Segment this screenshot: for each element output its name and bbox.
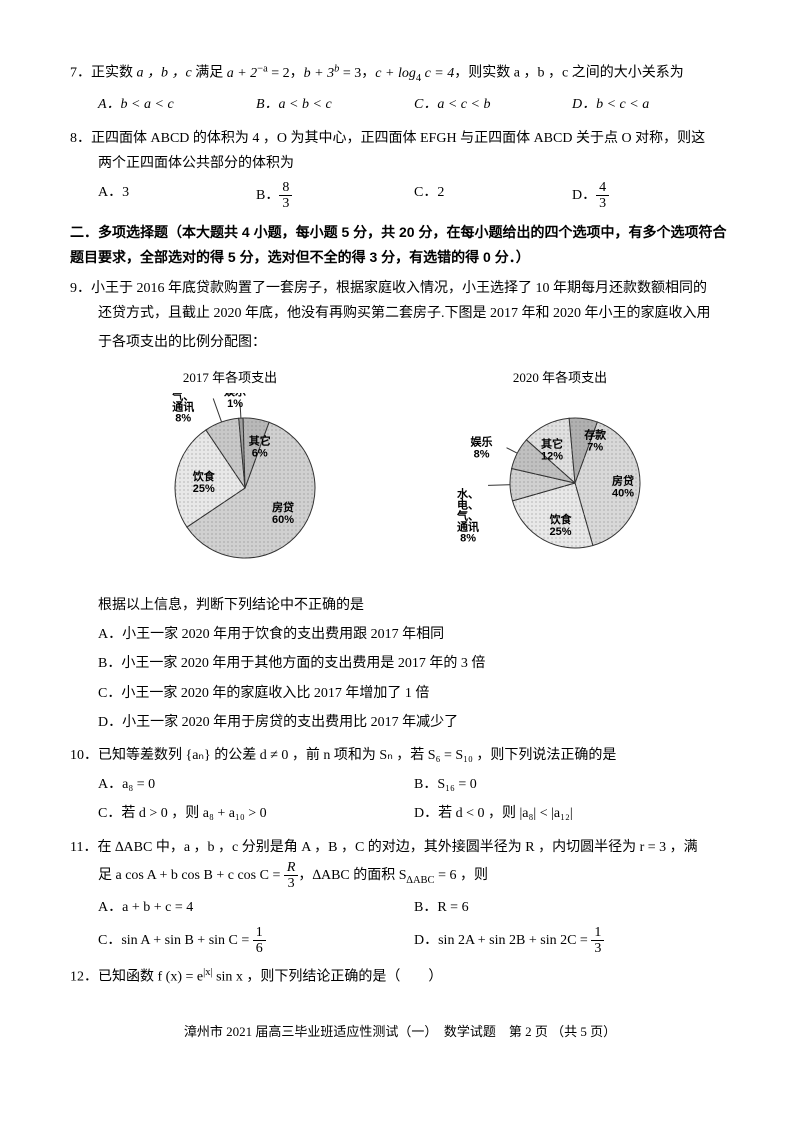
q9-optD: D．小王一家 2020 年用于房贷的支出费用比 2017 年减少了 bbox=[70, 710, 730, 735]
q10-options-row2: C．若 d > 0 ，则 a₈ + a₁₀ > 0 D．若 d < 0 ，则 |… bbox=[70, 801, 730, 826]
question-10: 10．已知等差数列 {aₙ} 的公差 d ≠ 0 ，前 n 项和为 Sₙ ，若 … bbox=[70, 743, 730, 827]
svg-text:水、电、气、通讯8%: 水、电、气、通讯8% bbox=[456, 486, 479, 544]
question-11: 11．在 ∆ABC 中，a ，b ，c 分别是角 A ，B ，C 的对边，其外接… bbox=[70, 835, 730, 957]
q7-optC: C．a < c < b bbox=[414, 92, 572, 117]
q11-num: 11． bbox=[70, 840, 97, 855]
svg-text:房贷60%: 房贷60% bbox=[272, 500, 294, 526]
q11-optD: D．sin 2A + sin 2B + sin 2C = 13 bbox=[414, 925, 730, 957]
q8-text: 8．正四面体 ABCD 的体积为 4 ，O 为其中心，正四面体 EFGH 与正四… bbox=[70, 126, 730, 151]
q8-num: 8． bbox=[70, 131, 91, 146]
chart-2017: 2017 年各项支出 房贷60%饮食25%水、电、气、通讯8%娱乐1%其它6% bbox=[115, 366, 345, 583]
q11-options-row1: A．a + b + c = 4 B．R = 6 bbox=[70, 895, 730, 920]
q11-optC: C．sin A + sin B + sin C = 16 bbox=[98, 925, 414, 957]
q11-text: 11．在 ∆ABC 中，a ，b ，c 分别是角 A ，B ，C 的对边，其外接… bbox=[70, 835, 730, 860]
q9-optC: C．小王一家 2020 年的家庭收入比 2017 年增加了 1 倍 bbox=[70, 681, 730, 706]
q8-optB: B．83 bbox=[256, 180, 414, 212]
q7-num: 7． bbox=[70, 66, 91, 81]
q10-options-row1: A．a₈ = 0 B．S₁₆ = 0 bbox=[70, 772, 730, 797]
question-8: 8．正四面体 ABCD 的体积为 4 ，O 为其中心，正四面体 EFGH 与正四… bbox=[70, 126, 730, 212]
pie-chart-2017: 房贷60% 饮食25% 水、电、气、通讯8% 娱乐1% 其它6% bbox=[115, 393, 345, 583]
q10-num: 10． bbox=[70, 748, 98, 763]
q9-optB: B．小王一家 2020 年用于其他方面的支出费用是 2017 年的 3 倍 bbox=[70, 651, 730, 676]
svg-text:房贷40%: 房贷40% bbox=[612, 473, 634, 499]
question-12: 12．已知函数 f (x) = e|x| sin x ，则下列结论正确的是（ ） bbox=[70, 964, 730, 990]
svg-text:水、电、气、通讯8%: 水、电、气、通讯8% bbox=[171, 393, 194, 424]
q10-optB: B．S₁₆ = 0 bbox=[414, 772, 730, 797]
q8-optC: C．2 bbox=[414, 180, 572, 212]
q8-optD: D．43 bbox=[572, 180, 730, 212]
question-7: 7．正实数 a ，b ，c 满足 a + 2−a = 2，b + 3b = 3，… bbox=[70, 60, 730, 118]
section-2-header: 二．多项选择题（本大题共 4 小题，每小题 5 分，共 20 分，在每小题给出的… bbox=[70, 220, 730, 270]
q9-text: 9．小王于 2016 年底贷款购置了一套房子，根据家庭收入情况，小王选择了 10… bbox=[70, 276, 730, 301]
chart-2020: 2020 年各项支出 房贷40%饮食25%水、电、气、通讯8%娱乐8%其它12%… bbox=[435, 366, 685, 583]
q8-optA: A．3 bbox=[98, 180, 256, 212]
pie-chart-2020: 房贷40%饮食25%水、电、气、通讯8%娱乐8%其它12%存款7% bbox=[435, 393, 685, 583]
q12-text: 12．已知函数 f (x) = e|x| sin x ，则下列结论正确的是（ ） bbox=[70, 964, 730, 990]
q9-charts: 2017 年各项支出 房贷60%饮食25%水、电、气、通讯8%娱乐1%其它6% … bbox=[70, 366, 730, 583]
question-9: 9．小王于 2016 年底贷款购置了一套房子，根据家庭收入情况，小王选择了 10… bbox=[70, 276, 730, 735]
q8-options: A．3 B．83 C．2 D．43 bbox=[70, 180, 730, 212]
q11-optB: B．R = 6 bbox=[414, 895, 730, 920]
svg-text:饮食25%: 饮食25% bbox=[549, 512, 573, 538]
q10-optD: D．若 d < 0 ，则 |a₈| < |a₁₂| bbox=[414, 801, 730, 826]
q7-options: A．b < a < c B．a < b < c C．a < c < b D．b … bbox=[70, 92, 730, 117]
q7-text: 7．正实数 a ，b ，c 满足 a + 2−a = 2，b + 3b = 3，… bbox=[70, 60, 730, 88]
svg-text:娱乐1%: 娱乐1% bbox=[224, 393, 246, 410]
q11-options-row2: C．sin A + sin B + sin C = 16 D．sin 2A + … bbox=[70, 925, 730, 957]
svg-text:其它12%: 其它12% bbox=[541, 436, 563, 462]
q7-optD: D．b < c < a bbox=[572, 92, 730, 117]
svg-text:其它6%: 其它6% bbox=[249, 434, 271, 460]
q10-text: 10．已知等差数列 {aₙ} 的公差 d ≠ 0 ，前 n 项和为 Sₙ ，若 … bbox=[70, 743, 730, 768]
q9-num: 9． bbox=[70, 281, 91, 296]
svg-text:娱乐8%: 娱乐8% bbox=[471, 435, 493, 461]
q12-num: 12． bbox=[70, 970, 98, 985]
q10-optA: A．a₈ = 0 bbox=[98, 772, 414, 797]
page-footer: 漳州市 2021 届高三毕业班适应性测试（一） 数学试题 第 2 页 （共 5 … bbox=[70, 1020, 730, 1043]
svg-text:饮食25%: 饮食25% bbox=[192, 469, 216, 495]
q9-optA: A．小王一家 2020 年用于饮食的支出费用跟 2017 年相同 bbox=[70, 622, 730, 647]
q11-optA: A．a + b + c = 4 bbox=[98, 895, 414, 920]
q7-optB: B．a < b < c bbox=[256, 92, 414, 117]
q10-optC: C．若 d > 0 ，则 a₈ + a₁₀ > 0 bbox=[98, 801, 414, 826]
q7-optA: A．b < a < c bbox=[98, 92, 256, 117]
